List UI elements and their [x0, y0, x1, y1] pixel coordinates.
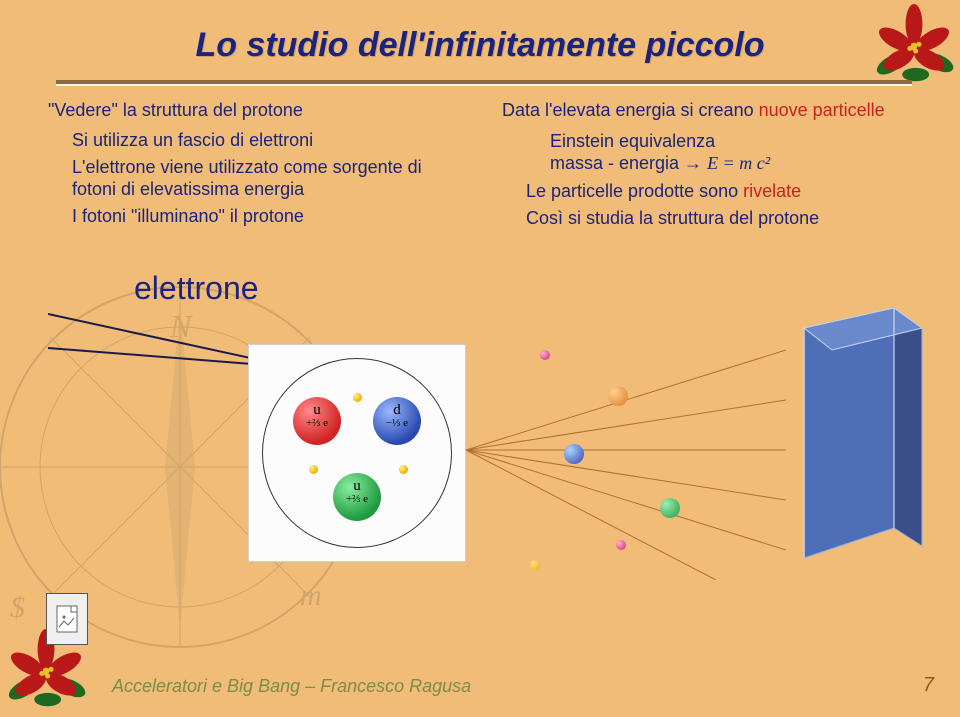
right-column: Data l'elevata energia si creano nuove p… — [502, 100, 932, 236]
einstein-formula: E = m c² — [707, 153, 770, 173]
svg-text:m: m — [300, 579, 322, 612]
particle-dot — [564, 444, 584, 464]
bullet-right-2: Le particelle prodotte sono rivelate — [526, 181, 932, 203]
gluon-3 — [399, 465, 408, 474]
bullet-right-2-pre: Le particelle prodotte sono — [526, 181, 743, 201]
bullet-right-1b: massa - energia → — [550, 153, 707, 173]
particle-rays — [466, 340, 786, 580]
bullet-right-0: Data l'elevata energia si creano nuove p… — [502, 100, 932, 122]
proton-circle — [262, 358, 452, 548]
particle-dot — [608, 386, 628, 406]
quark-up-red: u +⅔ e — [293, 397, 341, 445]
svg-text:N: N — [169, 308, 193, 344]
page-number: 7 — [923, 674, 934, 697]
bullet-left-3: I fotoni "illuminano" il protone — [72, 206, 468, 228]
broken-image-icon — [46, 593, 88, 645]
bullet-left-1: Si utilizza un fascio di elettroni — [72, 130, 468, 152]
gluon-1 — [353, 393, 362, 402]
bullet-right-0-red: nuove particelle — [759, 100, 885, 120]
particle-dot — [540, 350, 550, 360]
electron-beam-lines — [48, 308, 288, 378]
bullet-right-0-pre: Data l'elevata energia si creano — [502, 100, 759, 120]
bullet-right-1: Einstein equivalenza massa - energia → E… — [550, 130, 932, 175]
bullet-right-1a: Einstein equivalenza — [550, 131, 715, 151]
quark-d-label: d — [373, 397, 421, 418]
quark-up-green: u +⅔ e — [333, 473, 381, 521]
electron-label: elettrone — [134, 270, 259, 307]
slide: N m $ Lo studio dell'infinitamente picco… — [0, 0, 960, 717]
gluon-2 — [309, 465, 318, 474]
bullet-right-3: Così si studia la struttura del protone — [526, 208, 932, 230]
particle-dot — [660, 498, 680, 518]
bullet-left-0: "Vedere" la struttura del protone — [48, 100, 468, 122]
bullet-left-2: L'elettrone viene utilizzato come sorgen… — [72, 157, 468, 200]
bullet-right-2-red: rivelate — [743, 181, 801, 201]
footer-text: Acceleratori e Big Bang – Francesco Ragu… — [112, 676, 471, 697]
quark-u2-charge: +⅔ e — [333, 494, 381, 505]
slide-title: Lo studio dell'infinitamente piccolo — [0, 26, 960, 65]
quark-u-label: u — [293, 397, 341, 418]
detector-block — [774, 298, 924, 573]
left-column: "Vedere" la struttura del protone Si uti… — [48, 100, 468, 234]
quark-u-charge: +⅔ e — [293, 418, 341, 429]
quark-down-blue: d −⅓ e — [373, 397, 421, 445]
quark-d-charge: −⅓ e — [373, 418, 421, 429]
particle-dot — [530, 560, 540, 570]
title-underline — [56, 80, 912, 84]
svg-text:$: $ — [10, 591, 25, 624]
proton-diagram: u +⅔ e d −⅓ e u +⅔ e — [248, 344, 466, 562]
quark-u2-label: u — [333, 473, 381, 494]
particle-dot — [616, 540, 626, 550]
